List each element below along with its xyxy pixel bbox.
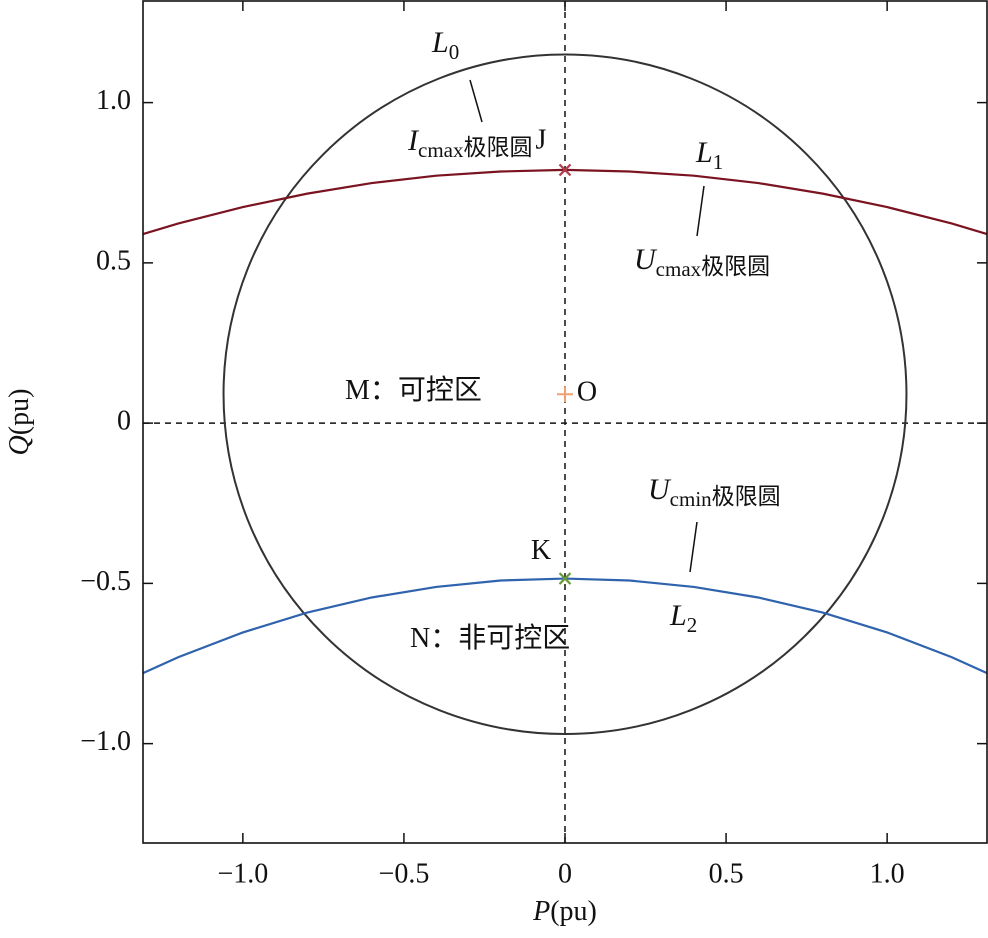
annotation: L2 bbox=[669, 599, 697, 637]
point bbox=[558, 572, 572, 585]
point-marker bbox=[558, 163, 572, 177]
annotation-symbol: L bbox=[431, 26, 449, 59]
y-axis-label: Q(pu) bbox=[4, 389, 35, 456]
y-tick-label: 0.5 bbox=[96, 245, 131, 276]
x-tick-label: 0.5 bbox=[709, 858, 744, 889]
annotation-symbol: U bbox=[648, 473, 672, 506]
limit-circle bbox=[222, 53, 908, 736]
annotation-text: N：非可控区 bbox=[410, 622, 570, 654]
annotation-subscript: 1 bbox=[713, 150, 724, 174]
y-tick-label: −1.0 bbox=[80, 726, 131, 757]
y-tick-label: −0.5 bbox=[80, 566, 131, 597]
annotation: L0 bbox=[431, 26, 459, 64]
annotation: Icmax极限圆 bbox=[407, 124, 532, 162]
annotation-symbol: L bbox=[695, 136, 713, 169]
x-tick-label: −0.5 bbox=[379, 858, 430, 889]
point bbox=[558, 163, 572, 177]
point bbox=[557, 386, 573, 403]
annotation-subscript: cmax bbox=[656, 257, 702, 281]
annotation: L1 bbox=[695, 136, 723, 174]
annotation-text: 极限圆 bbox=[463, 135, 532, 160]
y-tick-label: 0 bbox=[117, 406, 131, 437]
annotation: N：非可控区 bbox=[410, 622, 570, 654]
annotation-subscript: cmax bbox=[418, 138, 464, 162]
annotation-symbol: I bbox=[407, 124, 420, 157]
x-tick-label: 0 bbox=[558, 858, 572, 889]
leader-line bbox=[689, 521, 698, 573]
point-label: O bbox=[577, 377, 597, 408]
annotation-subscript: 0 bbox=[449, 40, 460, 64]
point-label: K bbox=[531, 535, 551, 566]
annotation-symbol: U bbox=[634, 243, 658, 276]
point-label: J bbox=[536, 124, 547, 155]
x-axis-symbol: P bbox=[532, 896, 550, 927]
point-marker bbox=[557, 386, 573, 403]
leader-line bbox=[696, 185, 705, 237]
annotation: Ucmax极限圆 bbox=[634, 243, 770, 281]
x-axis-unit: (pu) bbox=[550, 896, 597, 927]
annotation-text: 极限圆 bbox=[712, 484, 781, 509]
annotation: M：可控区 bbox=[345, 374, 482, 406]
annotation-text: M：可控区 bbox=[345, 374, 482, 406]
x-tick-label: 1.0 bbox=[870, 858, 905, 889]
leader-line bbox=[469, 79, 483, 123]
annotation-subscript: 2 bbox=[687, 613, 698, 637]
x-tick-label: −1.0 bbox=[217, 858, 268, 889]
y-axis-symbol: Q bbox=[4, 435, 35, 455]
x-axis-label: P(pu) bbox=[532, 896, 597, 927]
y-tick-label: 1.0 bbox=[96, 85, 131, 116]
annotation: Ucmin极限圆 bbox=[648, 473, 781, 511]
annotation-text: 极限圆 bbox=[701, 254, 770, 279]
annotation-symbol: L bbox=[669, 599, 687, 632]
annotation-subscript: cmin bbox=[670, 487, 712, 511]
point-marker bbox=[558, 572, 572, 585]
plot-frame bbox=[142, 0, 988, 844]
y-axis-unit: (pu) bbox=[4, 389, 35, 436]
